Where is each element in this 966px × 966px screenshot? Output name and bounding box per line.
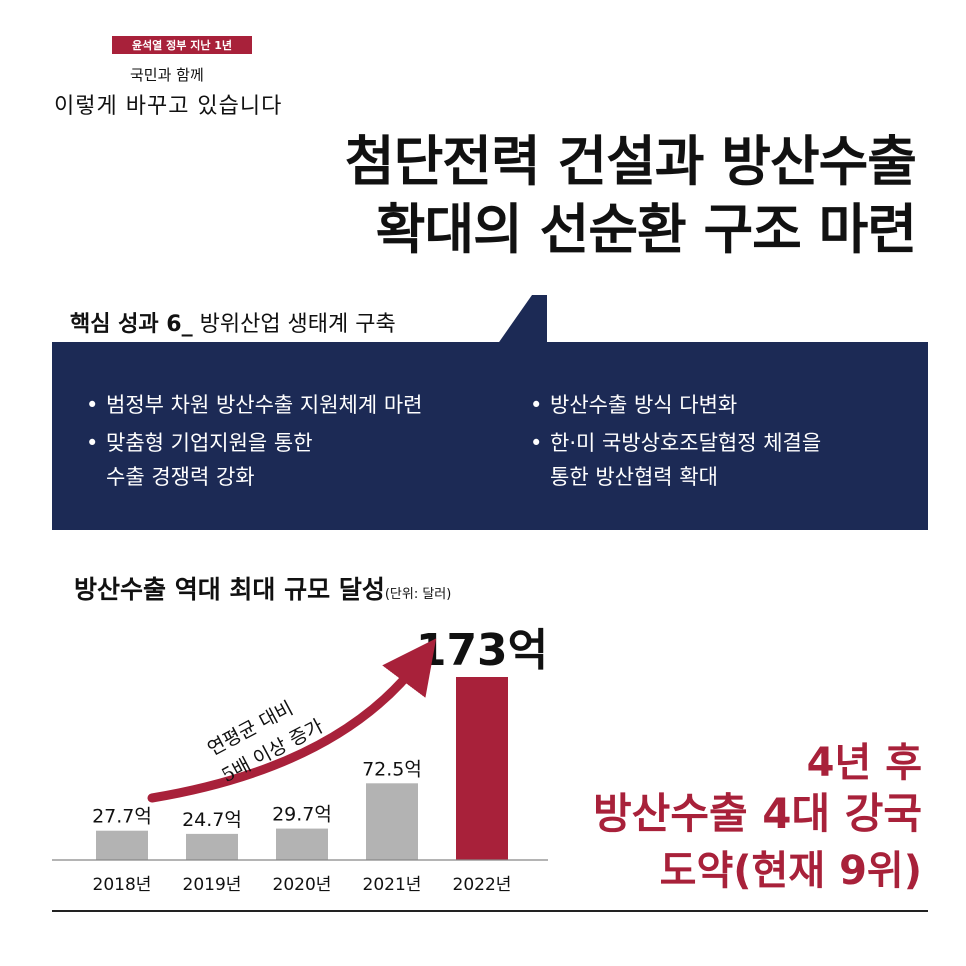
bottom-rule (52, 910, 928, 912)
category-label-2: 2020년 (273, 875, 332, 895)
bullets-right: 방산수출 방식 다변화 한·미 국방상호조달협정 체결을 통한 방산협력 확대 (530, 388, 821, 498)
bar-0 (96, 830, 148, 860)
top-badge: 윤석열 정부 지난 1년 (112, 36, 252, 54)
value-label-2: 29.7억 (272, 804, 332, 826)
value-label-0: 27.7억 (92, 806, 152, 828)
chart-title: 방산수출 역대 최대 규모 달성(단위: 달러) (74, 570, 451, 606)
bullets-left: 범정부 차원 방산수출 지원체계 마련 맞춤형 기업지원을 통한 수출 경쟁력 … (86, 388, 423, 498)
category-label-4: 2022년 (453, 875, 512, 895)
main-title-line-2: 확대의 선순환 구조 마련 (375, 198, 917, 261)
value-label-1: 24.7억 (182, 809, 242, 831)
section-prefix: 핵심 성과 6_ (70, 312, 193, 337)
value-label-4: 173억 (416, 625, 548, 676)
section-tab (52, 295, 532, 343)
highlight-line-3: 도약(현재 9위) (659, 848, 922, 894)
bullet-item: 방산수출 방식 다변화 (530, 388, 821, 422)
slogan-line-1: 국민과 함께 (130, 66, 204, 84)
bar-2 (276, 828, 328, 860)
highlight-line-1: 4년 후 (806, 740, 922, 786)
chart-title-text: 방산수출 역대 최대 규모 달성 (74, 575, 385, 604)
value-label-3: 72.5억 (362, 758, 422, 780)
slogan-line-2: 이렇게 바꾸고 있습니다 (54, 94, 283, 119)
category-label-1: 2019년 (183, 875, 242, 895)
main-title-line-1: 첨단전력 건설과 방산수출 (344, 130, 917, 193)
bullet-item: 맞춤형 기업지원을 통한 수출 경쟁력 강화 (86, 426, 423, 494)
highlight-line-2: 방산수출 4대 강국 (593, 789, 922, 838)
bar-1 (186, 833, 238, 860)
chart-unit: (단위: 달러) (384, 587, 452, 602)
growth-arrow (147, 638, 437, 803)
bullet-text: 수출 경쟁력 강화 (106, 465, 255, 489)
bullet-text: 맞춤형 기업지원을 통한 (106, 431, 313, 455)
bar-3 (366, 783, 418, 860)
bullet-text: 범정부 차원 방산수출 지원체계 마련 (106, 393, 423, 417)
section-label: 방위산업 생태계 구축 (199, 312, 396, 337)
bullet-text: 통한 방산협력 확대 (550, 465, 718, 489)
category-label-3: 2021년 (363, 875, 422, 895)
bullet-item: 한·미 국방상호조달협정 체결을 통한 방산협력 확대 (530, 426, 821, 494)
bullet-text: 한·미 국방상호조달협정 체결을 (550, 431, 822, 455)
bullet-text: 방산수출 방식 다변화 (550, 393, 738, 417)
bar-4 (456, 677, 508, 860)
bullet-item: 범정부 차원 방산수출 지원체계 마련 (86, 388, 423, 422)
section-heading: 핵심 성과 6_ 방위산업 생태계 구축 (70, 306, 396, 338)
category-label-0: 2018년 (93, 875, 152, 895)
main-title: 첨단전력 건설과 방산수출 확대의 선순환 구조 마련 (344, 128, 917, 264)
